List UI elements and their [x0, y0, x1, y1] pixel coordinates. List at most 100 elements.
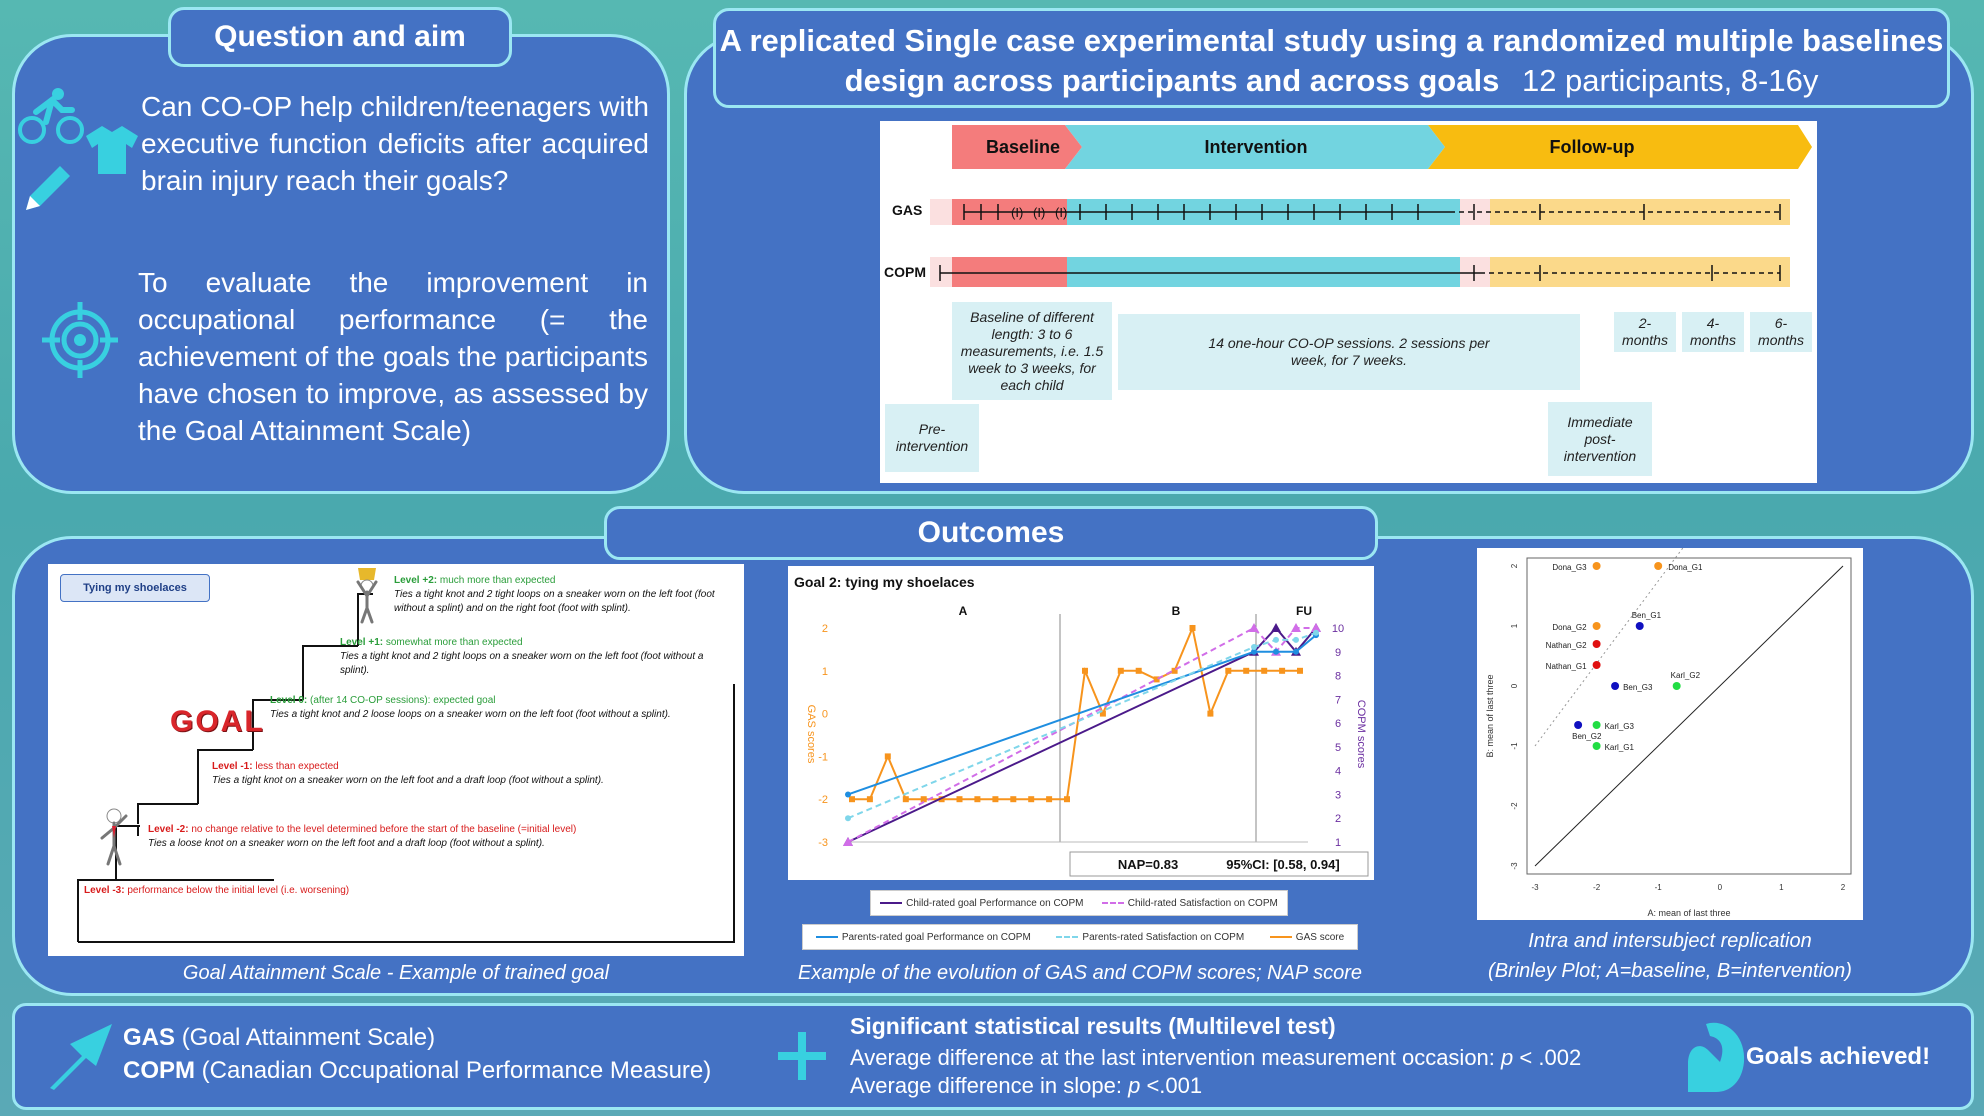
- aim-text: To evaluate the improvement in occupatio…: [138, 267, 648, 446]
- gas-point: [884, 753, 891, 760]
- x-tick: 0: [1718, 883, 1723, 892]
- copm-series-line: [847, 634, 1317, 796]
- y-left-tick: 2: [822, 623, 828, 635]
- legend-child-sat: Child-rated Satisfaction on COPM: [1101, 898, 1278, 909]
- gas-point: [849, 796, 855, 803]
- copm-point: [845, 815, 851, 822]
- y-right-tick: 5: [1335, 742, 1341, 754]
- copm-point: [1293, 636, 1299, 643]
- gas-point: [866, 796, 873, 803]
- brinley-point: [1574, 721, 1583, 729]
- question-panel: [12, 34, 670, 494]
- gas-point: [1171, 667, 1178, 674]
- y-left-tick: -2: [818, 794, 828, 806]
- copm-series-line: [847, 626, 1317, 843]
- brinley-point: [1592, 742, 1601, 750]
- gas-point: [1297, 667, 1303, 674]
- gas-point: [1099, 710, 1106, 717]
- study-title-line2: design across participants and across go…: [716, 61, 1947, 101]
- gas-mark-1: (I): [1011, 205, 1023, 220]
- y-tick: -2: [1510, 802, 1519, 810]
- phase-label: FU: [1296, 604, 1312, 618]
- chart-legend-parents: Parents-rated goal Performance on COPM P…: [802, 924, 1358, 950]
- fu-6-months: 6-months: [1750, 312, 1812, 352]
- y-left-label: GAS scores: [805, 705, 817, 764]
- footer-copm: COPM (Canadian Occupational Performance …: [123, 1057, 712, 1084]
- brinley-point-label: Dona_G1: [1668, 563, 1703, 572]
- y-tick: -1: [1510, 742, 1519, 750]
- y-right-tick: 8: [1335, 671, 1341, 683]
- stat-line-2: Average difference in slope: p <.001: [850, 1073, 1203, 1098]
- gas-point: [902, 796, 909, 803]
- footer-gas: GAS (Goal Attainment Scale): [123, 1024, 436, 1051]
- brinley-point: [1592, 562, 1601, 570]
- line-chart-title: Goal 2: tying my shoelaces: [794, 574, 975, 590]
- brinley-point-label: Ben_G1: [1632, 611, 1662, 620]
- legend-parent-sat: Parents-rated Satisfaction on COPM: [1056, 932, 1244, 943]
- brinley-point: [1635, 622, 1644, 630]
- gas-point: [1028, 796, 1035, 803]
- brinley-frame: [1526, 557, 1852, 875]
- brinley-point: [1592, 721, 1601, 729]
- copm-point: [1293, 648, 1299, 655]
- x-tick: 2: [1841, 883, 1846, 892]
- outcomes-header: Outcomes: [604, 506, 1378, 560]
- fu-4-months: 4-months: [1682, 312, 1744, 352]
- gas-point: [1046, 796, 1053, 803]
- copm-point: [1271, 623, 1281, 632]
- x-tick: -3: [1531, 883, 1539, 892]
- nap-text: NAP=0.83: [1118, 857, 1178, 872]
- brinley-caption-1: Intra and intersubject replication: [1528, 930, 1812, 952]
- gas-level-minus3: Level -3: performance below the initial …: [84, 885, 350, 896]
- y-left-tick: -1: [818, 751, 828, 763]
- copm-row-label: COPM: [884, 264, 926, 280]
- pencil-icon: [26, 166, 70, 210]
- gas-mark-2: (I): [1033, 205, 1045, 220]
- brinley-point-label: Ben_G3: [1623, 683, 1653, 692]
- gas-point: [1082, 667, 1088, 674]
- gas-level-0: Level 0: (after 14 CO-OP sessions): expe…: [270, 695, 671, 720]
- shoelace-tag: Tying my shoelaces: [60, 574, 210, 602]
- flexed-arm-icon: [1688, 1022, 1745, 1092]
- fu-2-months: 2-months: [1614, 312, 1676, 352]
- y-tick: 2: [1510, 563, 1519, 568]
- gas-example-figure: [48, 564, 744, 956]
- y-left-tick: 1: [822, 666, 828, 678]
- phase-label: A: [959, 604, 968, 618]
- brinley-point: [1672, 682, 1681, 690]
- intervention-phase: [1065, 125, 1445, 169]
- identity-line: [1534, 565, 1844, 867]
- brinley-caption-2: (Brinley Plot; A=baseline, B=interventio…: [1488, 960, 1852, 982]
- y-right-tick: 2: [1335, 813, 1341, 825]
- tshirt-icon: [86, 126, 138, 174]
- study-title-bold: design across participants and across go…: [844, 63, 1500, 98]
- phase-label: B: [1172, 604, 1181, 618]
- brinley-point: [1654, 562, 1663, 570]
- gas-point: [1279, 667, 1286, 674]
- copm-point: [845, 791, 851, 798]
- y-left-tick: 0: [822, 709, 828, 721]
- goals-achieved: Goals achieved!: [1746, 1043, 1931, 1070]
- y-right-tick: 1: [1335, 837, 1341, 849]
- brinley-point: [1592, 622, 1601, 630]
- gas-point: [1261, 667, 1268, 674]
- stat-title: Significant statistical results (Multile…: [850, 1013, 1336, 1039]
- brinley-point-label: Karl_G3: [1605, 722, 1635, 731]
- line-chart: Goal 2: tying my shoelaces A B FU210-1-2-3…: [794, 574, 1369, 877]
- sessions-note: 14 one-hour CO-OP sessions. 2 sessions p…: [1118, 314, 1580, 390]
- copm-point: [843, 837, 853, 846]
- baseline-phase: [952, 125, 1082, 169]
- copm-series-line: [847, 631, 1317, 820]
- study-title-line1: A replicated Single case experimental st…: [719, 23, 1944, 58]
- cyclist-icon: [18, 88, 84, 144]
- intervention-label: Intervention: [1204, 137, 1307, 157]
- y-tick: 1: [1510, 623, 1519, 628]
- question-header: Question and aim: [168, 7, 512, 67]
- brinley-point-label: Karl_G2: [1671, 671, 1701, 680]
- baseline-note: Baseline of different length: 3 to 6 mea…: [952, 302, 1112, 400]
- gas-point: [920, 796, 927, 803]
- plus-icon: [778, 1032, 826, 1080]
- x-tick: 1: [1779, 883, 1784, 892]
- study-title: A replicated Single case experimental st…: [713, 8, 1950, 108]
- study-title-participants: 12 participants, 8-16y: [1521, 63, 1819, 98]
